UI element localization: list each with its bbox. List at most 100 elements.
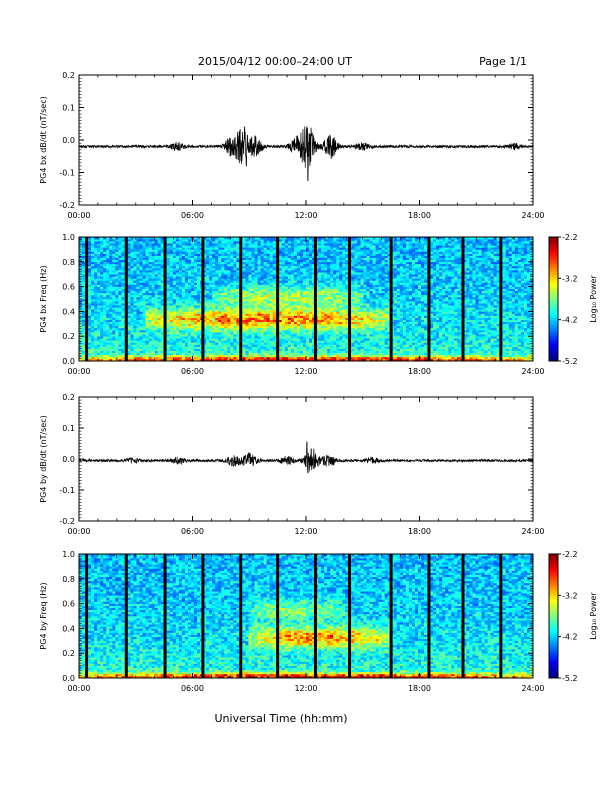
spectrogram-cell: [203, 334, 207, 337]
spectrogram-cell: [302, 255, 307, 258]
spectrogram-cell: [230, 305, 234, 308]
spectrogram-cell: [190, 263, 195, 267]
spectrogram-cell: [154, 325, 158, 329]
spectrogram-cell: [312, 319, 316, 323]
spectrogram-cell: [136, 348, 140, 351]
spectrogram-cell: [287, 323, 292, 327]
spectrogram-cell: [299, 342, 304, 345]
spectrogram-cell: [257, 247, 261, 250]
spectrogram-cell: [221, 348, 225, 351]
spectrogram-cell: [112, 286, 116, 289]
spectrogram-cell: [290, 265, 295, 269]
spectrogram-cell: [218, 253, 222, 256]
spectrogram-cell: [212, 276, 216, 279]
spectrogram-cell: [321, 282, 325, 285]
spectrogram-cell: [112, 274, 116, 277]
spectrogram-cell: [254, 350, 258, 354]
spectrogram-cell: [154, 261, 158, 265]
spectrogram-cell: [318, 358, 322, 362]
spectrogram-cell: [121, 253, 125, 256]
spectrogram-cell: [287, 340, 292, 343]
spectrogram-cell: [309, 350, 313, 354]
spectrogram-cell: [230, 330, 234, 333]
spectrogram-cell: [118, 249, 122, 252]
spectrogram-cell: [115, 311, 119, 314]
spectrogram-cell: [248, 284, 252, 287]
spectrogram-cell: [306, 251, 310, 254]
spectrogram-cell: [197, 358, 201, 362]
spectrogram-cell: [118, 253, 122, 256]
spectrogram-cell: [266, 346, 270, 349]
spectrogram-cell: [224, 294, 228, 298]
spectrogram-cell: [130, 317, 134, 320]
spectrogram-cell: [230, 319, 234, 323]
spectrogram-cell: [254, 268, 258, 271]
spectrogram-cell: [136, 311, 140, 314]
spectrogram-cell: [206, 261, 210, 265]
spectrogram-cell: [127, 255, 131, 258]
spectrogram-cell: [157, 323, 162, 327]
spectrogram-cell: [215, 330, 219, 333]
spectrogram-cell: [278, 292, 283, 296]
spectrogram-cell: [221, 342, 225, 345]
spectrogram-cell: [94, 354, 98, 358]
spectrogram-cell: [236, 356, 240, 360]
spectrogram-cell: [309, 317, 313, 320]
spectrogram-cell: [194, 278, 198, 281]
spectrogram-cell: [88, 307, 92, 310]
spectrogram-cell: [100, 241, 104, 244]
spectrogram-cell: [88, 352, 92, 356]
spectrogram-cell: [227, 261, 231, 265]
spectrogram-cell: [306, 243, 310, 246]
spectrogram-cell: [236, 272, 240, 275]
spectrogram-cell: [251, 296, 255, 300]
spectrogram-cell: [136, 340, 140, 343]
spectrogram-cell: [194, 294, 198, 298]
spectrogram-cell: [175, 251, 180, 254]
spectrogram-cell: [299, 265, 304, 269]
spectrogram-cell: [221, 311, 225, 314]
spectrogram-cell: [245, 342, 249, 345]
spectrogram-cell: [97, 278, 101, 281]
spectrogram-cell: [245, 259, 249, 263]
spectrogram-cell: [166, 336, 171, 339]
spectrogram-cell: [127, 265, 131, 269]
spectrogram-cell: [245, 336, 249, 339]
spectrogram-cell: [281, 278, 286, 281]
spectrogram-cell: [209, 311, 213, 314]
spectrogram-cell: [257, 276, 261, 279]
spectrogram-cell: [290, 274, 295, 277]
spectrogram-cell: [148, 317, 152, 320]
spectrogram-cell: [166, 263, 171, 267]
spectrogram-cell: [181, 263, 186, 267]
spectrogram-cell: [127, 330, 131, 333]
spectrogram-cell: [227, 257, 231, 261]
spectrogram-cell: [203, 358, 207, 362]
spectrogram-cell: [245, 261, 249, 265]
spectrogram-cell: [269, 265, 274, 269]
spectrogram-cell: [166, 265, 171, 269]
spectrogram-cell: [154, 348, 158, 351]
spectrogram-cell: [251, 344, 255, 347]
spectrogram-cell: [151, 288, 155, 292]
spectrogram-cell: [312, 307, 316, 310]
spectrogram-cell: [169, 255, 174, 258]
spectrogram-cell: [230, 257, 234, 261]
spectrogram-cell: [290, 315, 295, 318]
spectrogram-cell: [160, 249, 165, 252]
spectrogram-cell: [206, 354, 210, 358]
spectrogram-cell: [148, 323, 152, 327]
spectrogram-cell: [230, 358, 234, 362]
spectrogram-cell: [296, 257, 301, 261]
spectrogram-cell: [97, 307, 101, 310]
spectrogram-cell: [206, 299, 210, 302]
spectrogram-cell: [272, 274, 277, 277]
spectrogram-cell: [136, 272, 140, 275]
spectrogram-cell: [154, 290, 158, 294]
spectrogram-cell: [181, 344, 186, 347]
spectrogram-cell: [118, 330, 122, 333]
spectrogram-cell: [296, 274, 301, 277]
spectrogram-cell: [293, 284, 298, 287]
spectrogram-cell: [263, 301, 267, 304]
spectrogram-cell: [175, 354, 180, 358]
